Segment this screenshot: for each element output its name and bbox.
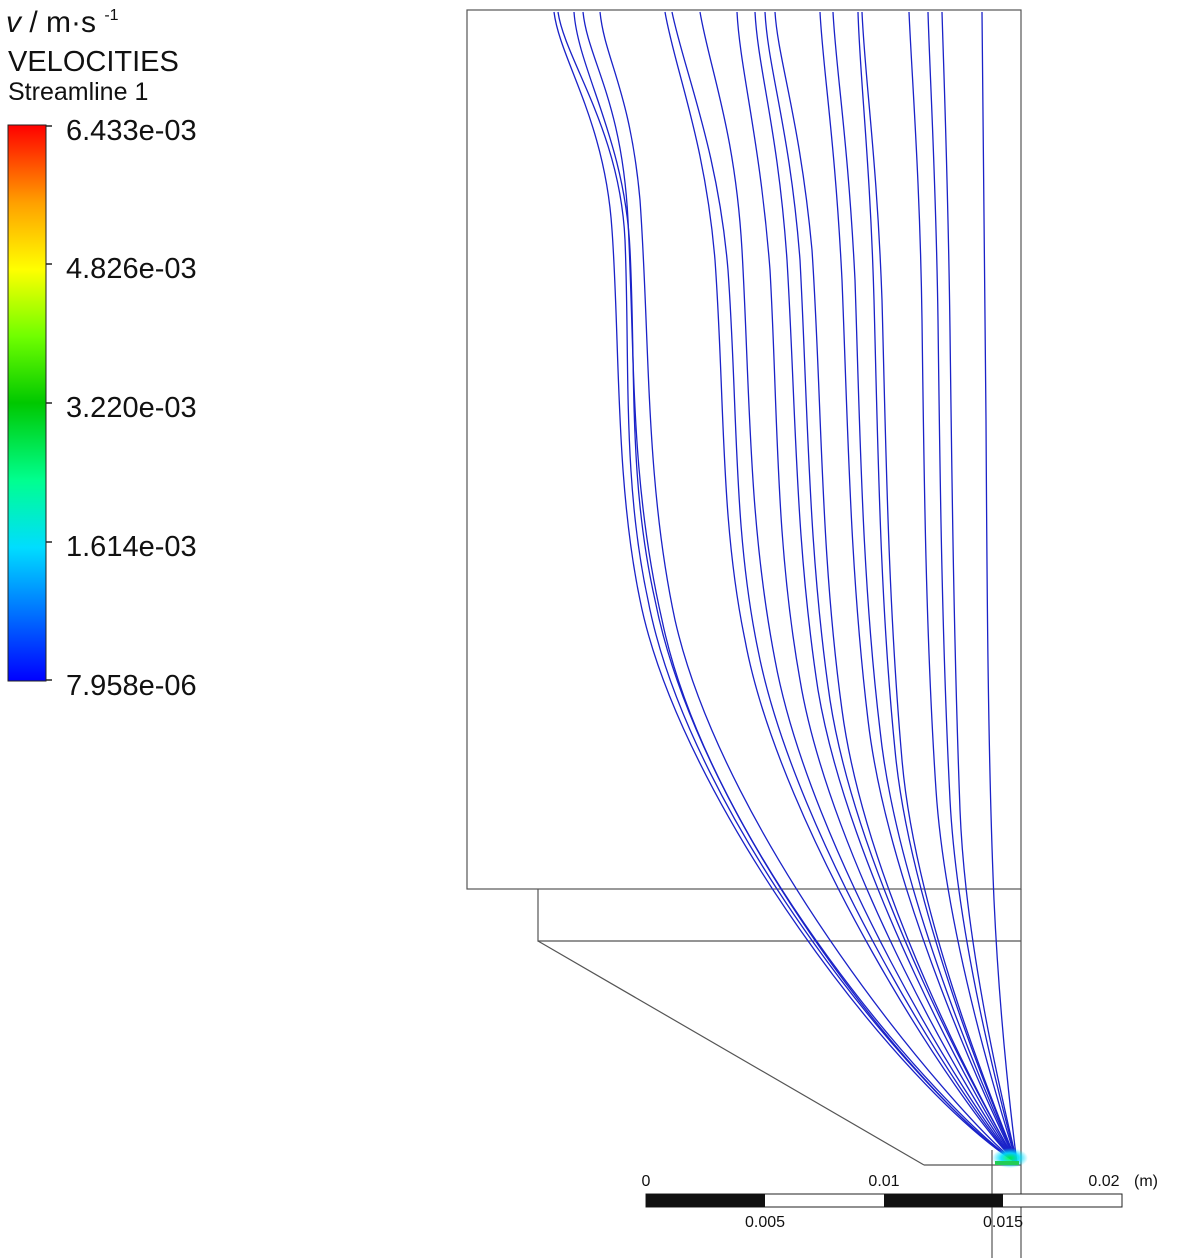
- streamline: [908, 11, 1018, 1164]
- streamline: [671, 11, 1018, 1164]
- legend-variable-separator: /: [29, 6, 46, 39]
- scale-unit-label: (m): [1134, 1173, 1158, 1190]
- legend-variable-label: v / m·s -1: [6, 6, 119, 39]
- cone-wall: [537, 940, 925, 1166]
- scale-bar-segment-1: [884, 1194, 1003, 1207]
- streamline: [557, 11, 1018, 1164]
- legend-tick-label-4: 7.958e-06: [66, 670, 197, 702]
- scale-bar-segment-0: [646, 1194, 765, 1207]
- legend-tick-label-0: 6.433e-03: [66, 115, 197, 147]
- legend-variable-symbol: v: [6, 6, 23, 39]
- streamline: [582, 11, 1018, 1164]
- legend-tick-label-2: 3.220e-03: [66, 392, 197, 424]
- streamline: [981, 11, 1018, 1164]
- streamline: [664, 11, 1018, 1164]
- streamline: [927, 11, 1018, 1164]
- streamlines-group: [553, 11, 1018, 1164]
- streamline: [699, 11, 1018, 1164]
- streamline: [819, 11, 1018, 1164]
- scale-label-0: 0: [642, 1173, 651, 1190]
- scale-label-0-005: 0.005: [745, 1214, 785, 1231]
- legend-title: VELOCITIES: [8, 46, 179, 78]
- legend-subtitle: Streamline 1: [8, 78, 148, 106]
- scale-bar: 0 0.01 0.02 (m) 0.005 0.015: [642, 1173, 1158, 1231]
- streamline: [832, 11, 1018, 1164]
- scale-label-0-01: 0.01: [868, 1173, 899, 1190]
- upper-chamber: [466, 9, 1022, 890]
- streamline: [774, 11, 1018, 1164]
- streamline: [764, 11, 1018, 1164]
- legend-tick-label-3: 1.614e-03: [66, 531, 197, 563]
- streamline: [599, 11, 1018, 1164]
- streamline: [941, 11, 1018, 1164]
- color-legend: v / m·s -1 VELOCITIES Streamline 1 6.433…: [6, 6, 197, 702]
- legend-tick-label-1: 4.826e-03: [66, 253, 197, 285]
- legend-unit-exponent: -1: [104, 7, 118, 24]
- outlet-high-velocity-region: [992, 1148, 1028, 1168]
- legend-unit-base: m·s: [46, 6, 96, 39]
- streamline: [857, 11, 1018, 1164]
- streamline: [736, 11, 1018, 1164]
- streamline: [553, 11, 1018, 1164]
- scale-label-0-02: 0.02: [1088, 1173, 1119, 1190]
- streamline: [861, 11, 1018, 1164]
- legend-colorbar: [7, 124, 47, 682]
- scale-label-0-015: 0.015: [983, 1214, 1023, 1231]
- streamline: [573, 11, 1018, 1164]
- lower-step: [537, 889, 1021, 942]
- streamline: [754, 11, 1018, 1164]
